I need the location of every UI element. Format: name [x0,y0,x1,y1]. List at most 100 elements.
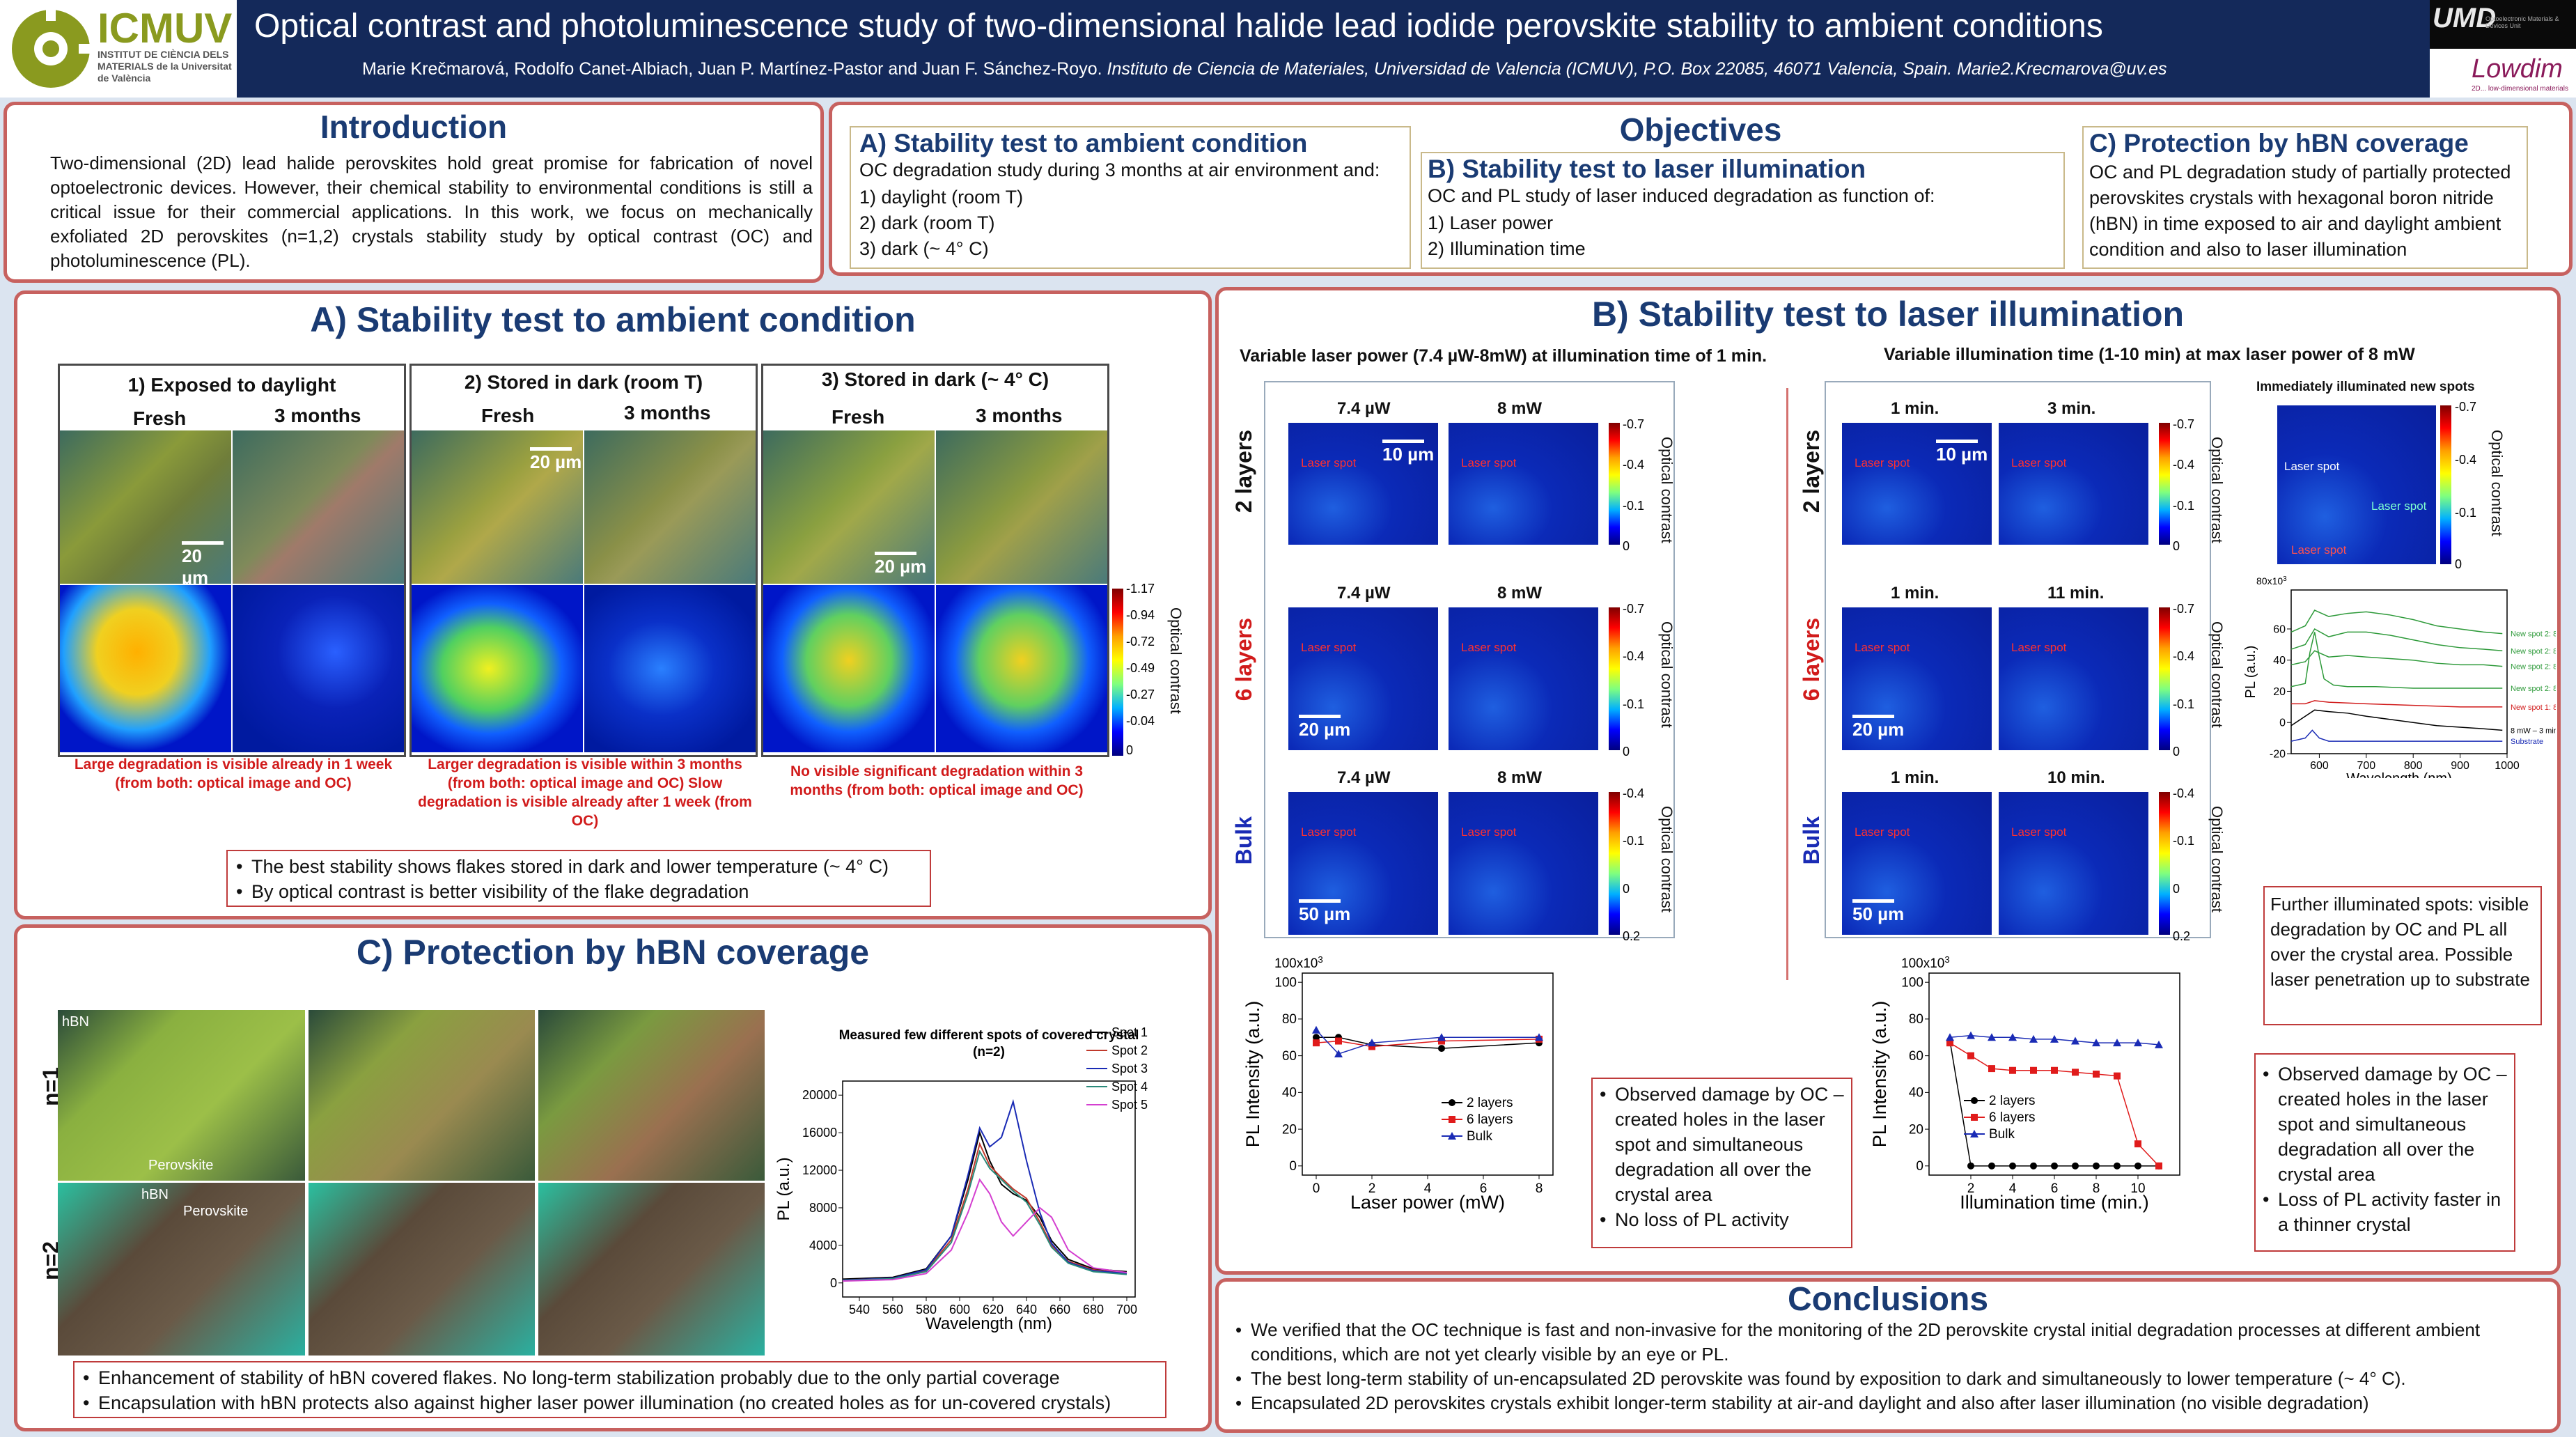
objectives-title: Objectives [1619,111,1782,148]
section-b-title: B) Stability test to laser illumination [1591,295,2185,334]
laser-image-label: 7.4 µW [1337,768,1391,787]
data-point [1334,1050,1343,1057]
umd-lowdim-logo: UMD Optoelectronic Materials & Devices U… [2430,0,2576,98]
data-point [2051,1162,2058,1170]
conclusion-item: Encapsulated 2D perovskites crystals exh… [1231,1391,2540,1415]
data-point [2155,1040,2163,1048]
colorbar-tick: -0.94 [1126,608,1155,622]
objective-b-item: 2) Illumination time [1428,238,1586,259]
data-point [1368,1043,1375,1050]
x-tick-label: 800 [2404,760,2423,772]
data-point [1368,1039,1376,1047]
data-point [1988,1162,1995,1170]
optical-image-fresh: 20 µm [763,430,935,584]
y-tick-label: 20 [2273,686,2286,698]
conclusions-list: We verified that the OC technique is fas… [1231,1318,2540,1415]
hbn-label: hBN [62,1014,89,1030]
lowdim-logo-sub: 2D... low-dimensional materials [2472,85,2568,93]
section-c-panel: C) Protection by hBN coverage n=1 n=2 hB… [14,924,1212,1431]
further-spots-note: Further illuminated spots: visible degra… [2263,886,2542,1025]
series-label: 8 mW – 3 min. [2511,727,2556,735]
group-dark-room-t: 2) Stored in dark (room T) Fresh 3 month… [409,364,758,757]
colorbar-tick: -0.1 [2173,697,2195,711]
scale-bar: 50 µm [1852,899,1905,924]
legend-label: 6 layers [1467,1112,1513,1127]
legend-marker [1971,1114,1978,1121]
colorbar-tick: 0 [1623,539,1630,553]
scale-bar: 20 µm [182,541,231,584]
hbn-n2-image [538,1183,765,1356]
oc-map-3-months [936,585,1107,752]
data-point [1437,1033,1446,1041]
colorbar-label: Optical contrast [1658,621,1676,728]
data-point [1967,1162,1974,1170]
colorbar-tick: -0.27 [1126,688,1155,701]
scale-bar: 10 µm [1936,440,1988,465]
y-tick-label: 0 [1916,1159,1923,1174]
laser-spot-label: Laser spot [1855,456,1910,469]
objective-c-title: C) Protection by hBN coverage [2089,129,2469,157]
colorbar-tick: -0.7 [1623,417,1645,431]
legend-label: 2 layers [1467,1096,1513,1110]
x-tick-label: 6 [2051,1181,2059,1196]
x-tick-label: 580 [916,1303,937,1316]
series-line [842,1142,1127,1281]
time-bullets: Observed damage by OC – created holes in… [2258,1062,2513,1237]
laser-oc-map: Laser spot [1999,607,2148,750]
legend-label: 6 layers [1989,1110,2036,1125]
colorbar-tick: -0.4 [2173,786,2195,800]
laser-spot-label: Laser spot [1461,825,1517,839]
legend-marker [1448,1132,1456,1140]
group-dark-4c: 3) Stored in dark (~ 4° C) Fresh 3 month… [761,364,1109,757]
plot-frame [2290,589,2508,754]
chart-title: (n=2) [973,1045,1005,1059]
objective-b-title: B) Stability test to laser illumination [1428,155,1866,183]
new-spots-title: Immediately illuminated new spots [2256,380,2475,394]
data-point [1535,1033,1543,1041]
introduction-panel: Introduction Two-dimensional (2D) lead h… [3,102,824,283]
section-a-panel: A) Stability test to ambient condition 1… [14,290,1212,919]
x-tick-label: 600 [949,1303,970,1316]
y-tick-label: 100 [1274,976,1297,991]
section-b-panel: B) Stability test to laser illumination … [1215,287,2561,1275]
laser-oc-map: Laser spot 50 µm [1288,792,1438,935]
data-point [2009,1066,2016,1074]
y-axis-exponent: 100x103 [1274,954,1323,972]
lowdim-logo-bg [2430,49,2576,98]
laser-oc-map: Laser spot 50 µm [1842,792,1992,935]
legend-marker [1971,1097,1978,1104]
y-tick-label: 0 [830,1276,837,1290]
legend-label: Bulk [1467,1129,1492,1144]
x-tick-label: 700 [1116,1303,1137,1316]
y-tick-label: 40 [1282,1086,1297,1101]
x-tick-label: 660 [1049,1303,1070,1316]
legend-marker [1449,1116,1455,1123]
optical-image-fresh: 20 µm [60,430,231,584]
y-axis-exponent: 80x103 [2256,576,2287,587]
laser-image-label: 11 min. [2047,584,2105,603]
legend-label: Spot 1 [1111,1025,1148,1039]
legend-label: Spot 4 [1111,1080,1148,1094]
laser-oc-map: Laser spot 20 µm [1842,607,1992,750]
colorbar-label: Optical contrast [2208,437,2226,543]
objective-c-text: OC and PL degradation study of partially… [2089,162,2511,260]
icmuv-emblem-icon [12,6,94,88]
colorbar-tick: -0.1 [1623,834,1645,848]
row-label-6-layers: 6 layers [1799,618,1824,701]
introduction-text: Two-dimensional (2D) lead halide perovsk… [50,153,813,271]
colorbar-tick: 0.2 [2173,929,2191,943]
laser-spot-label: Laser spot [1301,825,1357,839]
oc-colorbar [1609,607,1620,750]
series-label: New spot 2: 8 mW – 4 min. [2511,630,2556,639]
data-point [2008,1033,2017,1041]
objective-b-list: 1) Laser power 2) Illumination time [1428,210,1586,262]
optical-image-fresh: 20 µm [412,430,583,584]
data-point [1988,1033,1996,1041]
oc-map-fresh [763,585,935,752]
fresh-label: Fresh [481,405,535,426]
x-axis-label: Wavelength (nm) [2346,771,2452,778]
left-subtitle: Variable laser power (7.4 µW-8mW) at ill… [1240,346,1767,366]
colorbar-tick: -0.1 [2455,506,2477,520]
data-point [2050,1034,2059,1043]
